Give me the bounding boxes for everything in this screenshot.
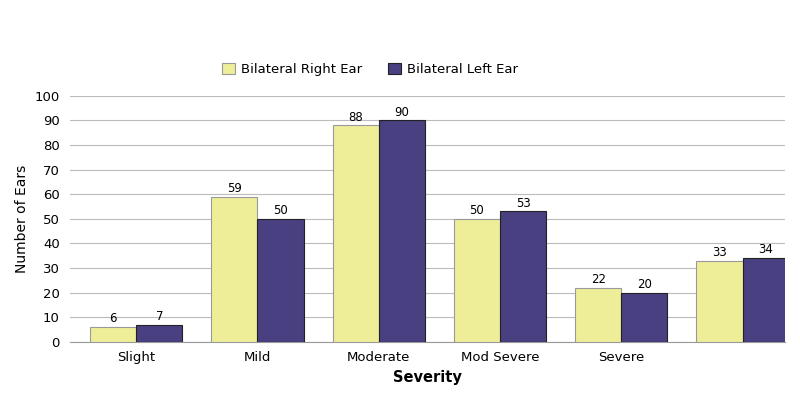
Text: 22: 22 <box>590 273 606 286</box>
Bar <box>211 197 258 342</box>
Bar <box>622 292 667 342</box>
Text: 59: 59 <box>227 182 242 195</box>
Bar <box>378 120 425 342</box>
Text: 53: 53 <box>516 197 530 210</box>
Bar <box>136 324 182 342</box>
Text: 50: 50 <box>470 204 484 217</box>
Bar <box>258 219 303 342</box>
Text: 33: 33 <box>712 246 727 259</box>
Text: 34: 34 <box>758 244 773 256</box>
Text: 20: 20 <box>637 278 652 291</box>
X-axis label: Severity: Severity <box>393 370 462 385</box>
Bar <box>500 212 546 342</box>
Legend: Bilateral Right Ear, Bilateral Left Ear: Bilateral Right Ear, Bilateral Left Ear <box>217 58 523 82</box>
Bar <box>90 327 136 342</box>
Text: 6: 6 <box>110 312 117 325</box>
Text: 7: 7 <box>155 310 163 323</box>
Text: 50: 50 <box>273 204 288 217</box>
Text: 88: 88 <box>348 111 363 124</box>
Bar <box>454 219 500 342</box>
Bar <box>575 288 622 342</box>
Text: 90: 90 <box>394 106 410 119</box>
Bar <box>333 125 378 342</box>
Bar <box>697 260 742 342</box>
Bar <box>742 258 789 342</box>
Y-axis label: Number of Ears: Number of Ears <box>15 165 29 273</box>
